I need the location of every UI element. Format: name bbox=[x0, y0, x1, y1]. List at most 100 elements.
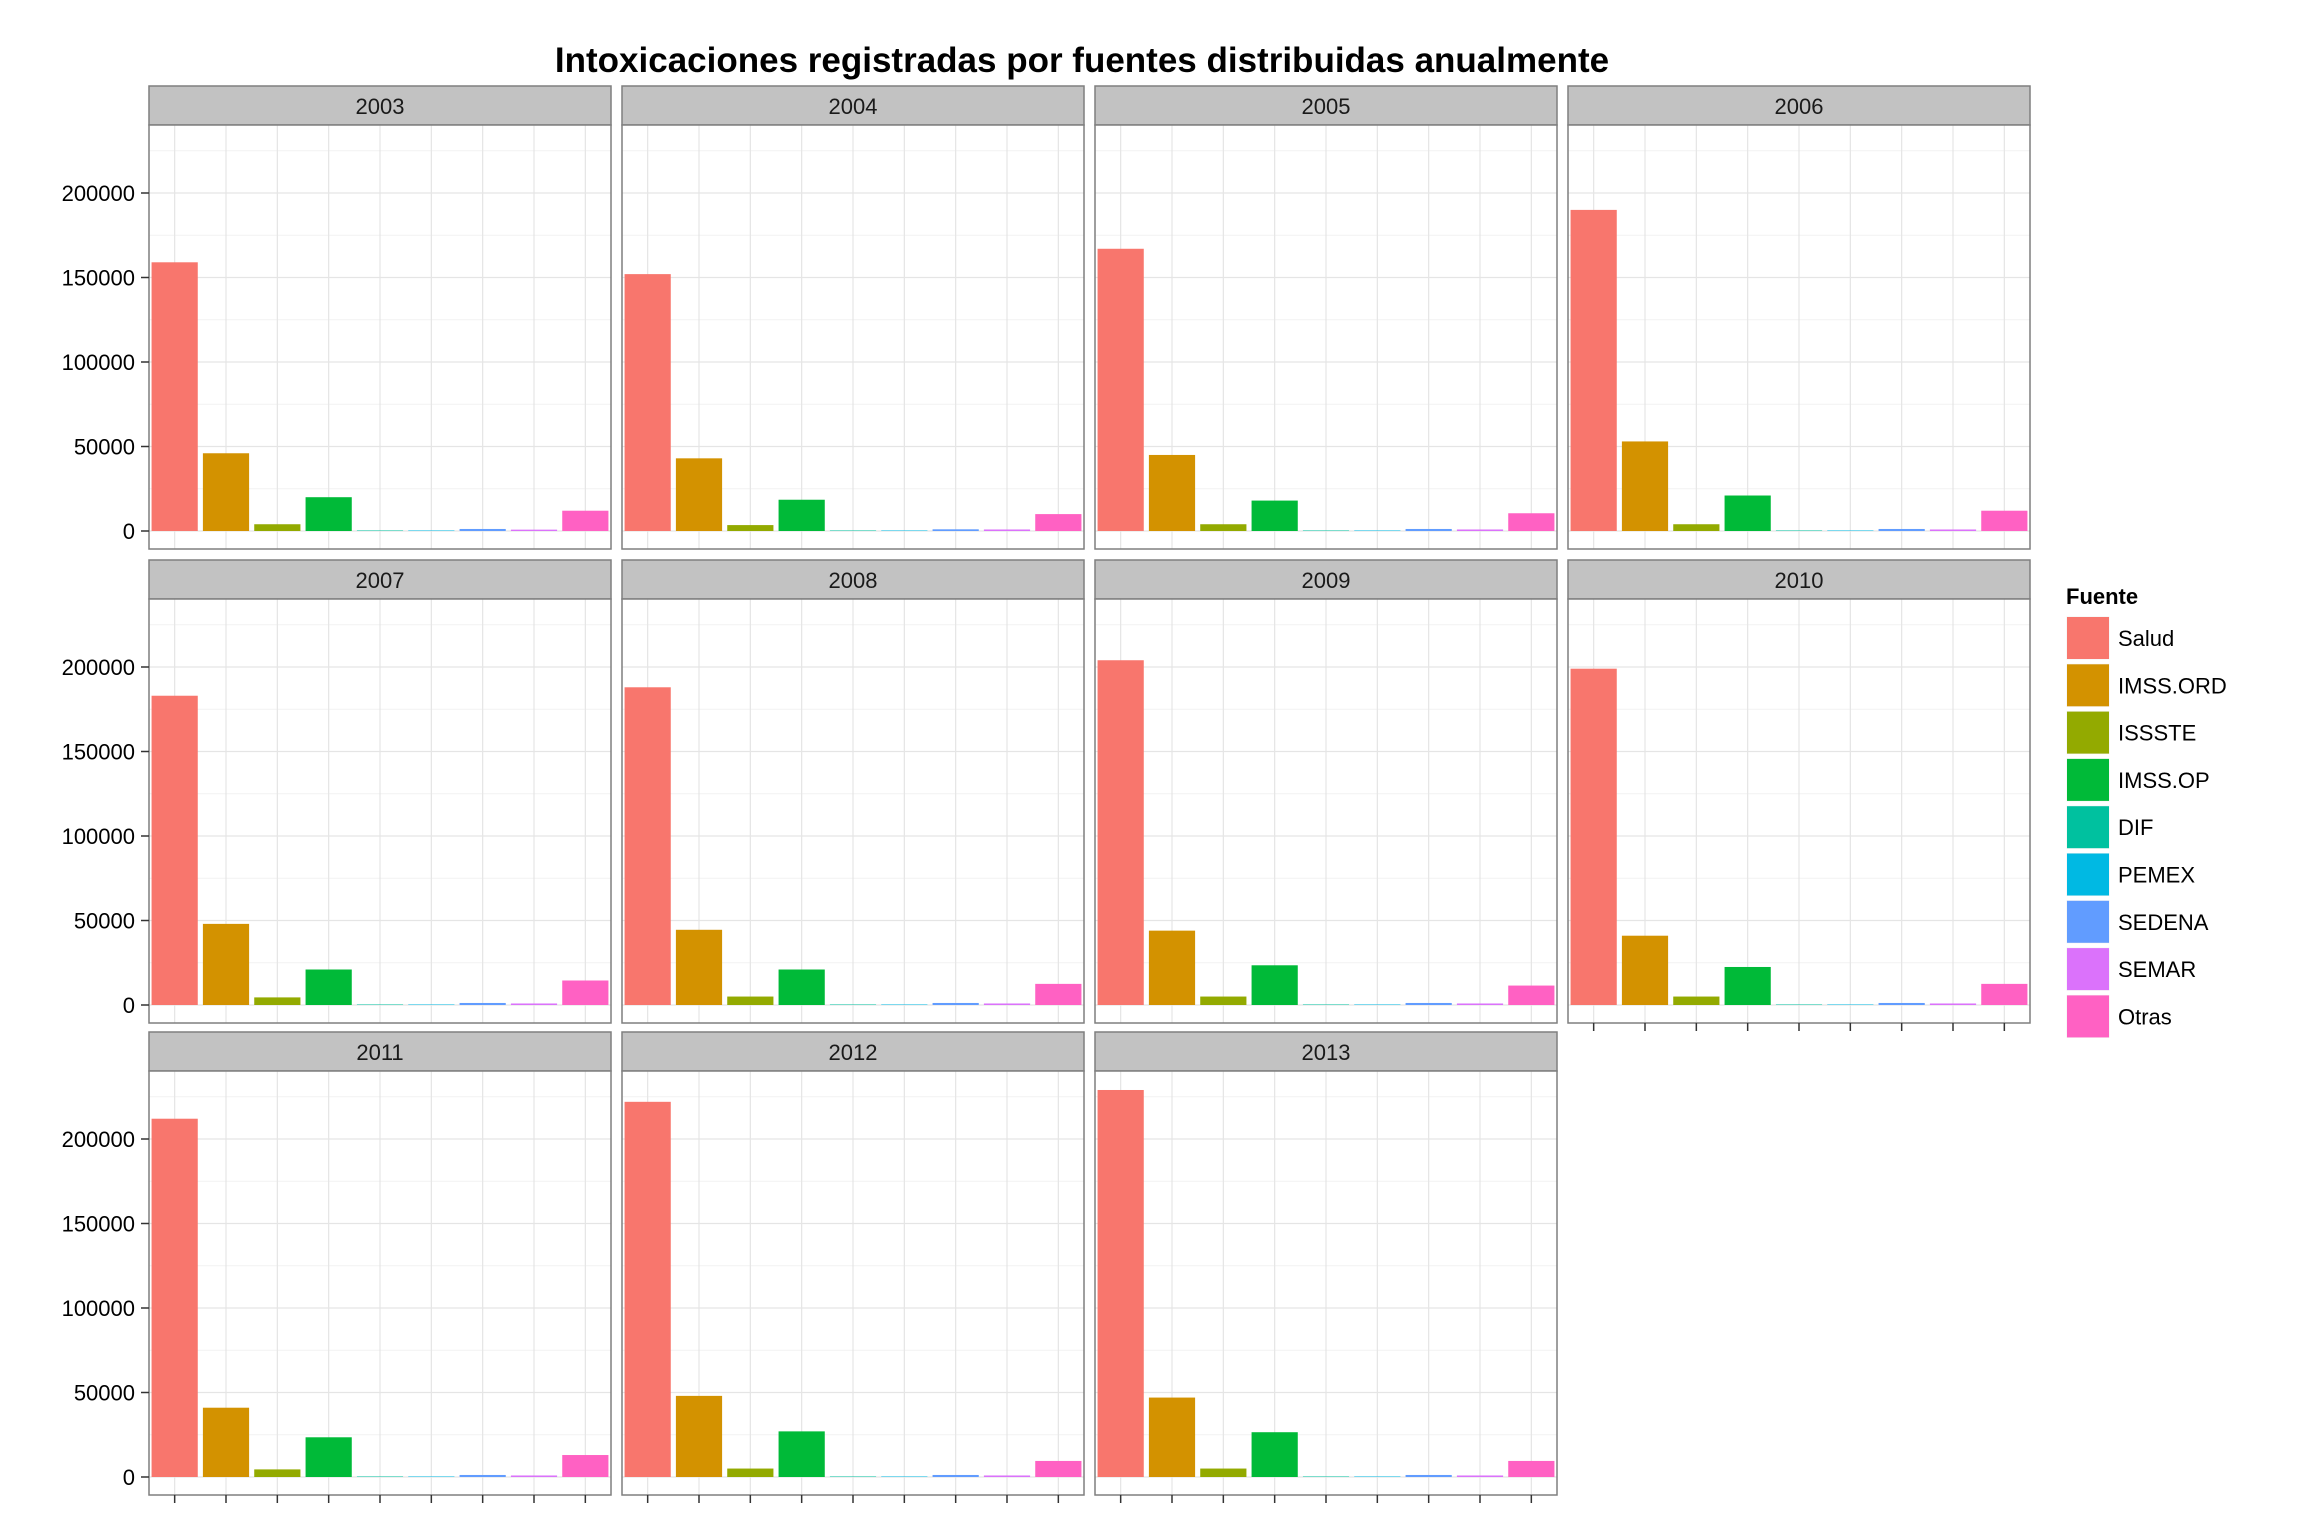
facet-strip bbox=[148, 559, 612, 600]
facet-panel-2008: 2008 bbox=[621, 559, 1085, 1024]
bar-2009-Salud bbox=[1097, 660, 1144, 1005]
bar-2010-Otras bbox=[1981, 983, 2028, 1005]
facet-strip-label: 2006 bbox=[1775, 94, 1824, 119]
bar-2010-IMSS.OP bbox=[1724, 966, 1771, 1005]
bar-2012-ISSSTE bbox=[727, 1468, 774, 1477]
bar-2006-IMSS.ORD bbox=[1621, 441, 1669, 531]
legend-key bbox=[2067, 664, 2109, 707]
bar-2006-Salud bbox=[1570, 209, 1617, 531]
facet-panel-2005: 2005 bbox=[1094, 85, 1558, 550]
bar-2003-IMSS.ORD bbox=[202, 453, 250, 531]
legend-item-IMSS.ORD: IMSS.ORD bbox=[2065, 662, 2227, 708]
bar-2013-IMSS.ORD bbox=[1148, 1397, 1196, 1477]
bar-2011-PEMEX bbox=[408, 1476, 455, 1477]
facet-panel-2010: 2010 bbox=[1567, 559, 2031, 1031]
bar-2006-Otras bbox=[1981, 510, 2028, 531]
facet-strip-label: 2008 bbox=[829, 568, 878, 593]
bar-2007-DIF bbox=[356, 1004, 404, 1005]
bar-2006-SEDENA bbox=[1878, 528, 1925, 531]
facet-panel-2004: 2004 bbox=[621, 85, 1085, 550]
legend-key bbox=[2067, 758, 2109, 801]
panel-border bbox=[1567, 124, 2031, 550]
bar-2008-Salud bbox=[624, 687, 671, 1005]
bar-2011-Otras bbox=[562, 1455, 609, 1477]
bar-2005-SEMAR bbox=[1456, 529, 1504, 531]
bar-2010-SEDENA bbox=[1878, 1002, 1925, 1005]
bar-2008-IMSS.OP bbox=[778, 969, 825, 1005]
bar-2009-SEDENA bbox=[1405, 1002, 1452, 1005]
y-tick-label: 100000 bbox=[62, 824, 135, 849]
y-tick-label: 200000 bbox=[62, 1127, 135, 1152]
legend-label: SEMAR bbox=[2118, 957, 2196, 982]
y-tick-label: 150000 bbox=[62, 266, 135, 291]
facet-panel-2012: 2012 bbox=[621, 1031, 1085, 1503]
y-tick-label: 0 bbox=[123, 993, 135, 1018]
facet-strip-label: 2004 bbox=[829, 94, 878, 119]
panel-border bbox=[1094, 124, 1558, 550]
legend-label: ISSSTE bbox=[2118, 721, 2196, 746]
legend-key bbox=[2067, 948, 2109, 991]
facet-strip bbox=[621, 1031, 1085, 1072]
bar-2007-IMSS.ORD bbox=[202, 923, 250, 1005]
legend-item-SEDENA: SEDENA bbox=[2065, 899, 2209, 945]
facet-strip-label: 2009 bbox=[1302, 568, 1351, 593]
bar-2004-IMSS.ORD bbox=[675, 458, 723, 531]
panel-border bbox=[148, 124, 612, 550]
bar-2012-SEDENA bbox=[932, 1474, 979, 1477]
bar-2005-ISSSTE bbox=[1200, 524, 1247, 531]
facet-strip-label: 2013 bbox=[1302, 1040, 1351, 1065]
bar-2011-Salud bbox=[151, 1118, 198, 1477]
bar-2003-SEDENA bbox=[459, 528, 506, 531]
bar-2003-IMSS.OP bbox=[305, 497, 352, 531]
bar-2005-Salud bbox=[1097, 248, 1144, 531]
legend-label: IMSS.ORD bbox=[2118, 673, 2227, 698]
y-tick-label: 50000 bbox=[74, 1381, 135, 1406]
bar-2006-ISSSTE bbox=[1673, 524, 1720, 531]
bar-2009-Otras bbox=[1508, 985, 1555, 1005]
bar-2003-PEMEX bbox=[408, 530, 455, 531]
bar-2008-DIF bbox=[829, 1004, 877, 1005]
facet-strip-label: 2010 bbox=[1775, 568, 1824, 593]
facet-strip bbox=[1567, 559, 2031, 600]
bar-2012-IMSS.OP bbox=[778, 1431, 825, 1477]
legend-key bbox=[2067, 711, 2109, 754]
bar-2008-SEMAR bbox=[983, 1003, 1031, 1005]
y-tick-label: 0 bbox=[123, 519, 135, 544]
y-tick-label: 100000 bbox=[62, 350, 135, 375]
legend-label: Salud bbox=[2118, 626, 2174, 651]
bar-2008-ISSSTE bbox=[727, 996, 774, 1005]
bar-2012-PEMEX bbox=[881, 1476, 928, 1477]
bar-2006-SEMAR bbox=[1929, 529, 1977, 531]
bar-2007-PEMEX bbox=[408, 1004, 455, 1005]
facet-panel-2013: 2013 bbox=[1094, 1031, 1558, 1503]
legend-label: DIF bbox=[2118, 815, 2153, 840]
bar-2004-PEMEX bbox=[881, 530, 928, 531]
panels: 2003 0 50000 100000 150000 200000 2004 2005 2006… bbox=[62, 85, 2031, 1503]
y-tick-label: 200000 bbox=[62, 655, 135, 680]
bar-2003-DIF bbox=[356, 530, 404, 531]
legend-item-ISSSTE: ISSSTE bbox=[2065, 710, 2196, 756]
bar-2005-Otras bbox=[1508, 513, 1555, 531]
bar-2011-SEMAR bbox=[510, 1475, 558, 1477]
bar-2010-PEMEX bbox=[1827, 1004, 1874, 1005]
bar-2012-IMSS.ORD bbox=[675, 1395, 723, 1477]
legend-label: IMSS.OP bbox=[2118, 768, 2210, 793]
bar-2009-ISSSTE bbox=[1200, 996, 1247, 1005]
bar-2008-PEMEX bbox=[881, 1004, 928, 1005]
bar-2004-IMSS.OP bbox=[778, 499, 825, 531]
bar-2007-Otras bbox=[562, 980, 609, 1005]
bar-2007-SEMAR bbox=[510, 1003, 558, 1005]
legend-item-Salud: Salud bbox=[2065, 615, 2174, 661]
legend-key bbox=[2067, 853, 2109, 896]
bar-2013-ISSSTE bbox=[1200, 1468, 1247, 1477]
bar-2005-DIF bbox=[1302, 530, 1350, 531]
legend-item-PEMEX: PEMEX bbox=[2065, 852, 2195, 897]
legend-key bbox=[2067, 995, 2109, 1038]
legend: Fuente Salud IMSS.ORD ISSSTE IMSS.OP DIF PEME… bbox=[2065, 584, 2227, 1039]
bar-2010-Salud bbox=[1570, 668, 1617, 1005]
bar-2012-Salud bbox=[624, 1101, 671, 1477]
bar-2011-DIF bbox=[356, 1476, 404, 1477]
facet-panel-2003: 2003 0 50000 100000 150000 200000 bbox=[62, 85, 612, 550]
bar-2003-Salud bbox=[151, 262, 198, 531]
